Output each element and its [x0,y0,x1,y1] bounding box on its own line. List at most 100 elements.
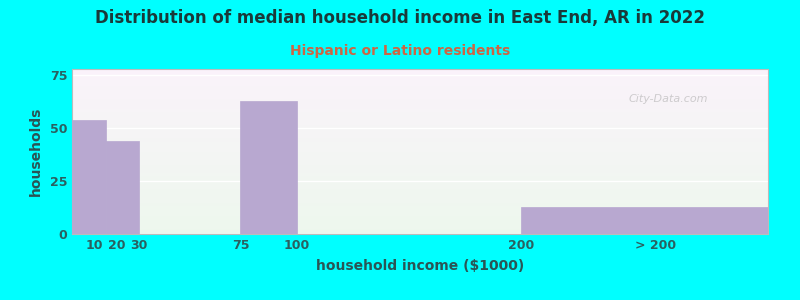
Bar [72,115,768,117]
Bar [72,132,768,133]
Bar [72,176,768,178]
Bar [72,140,768,142]
Text: City-Data.com: City-Data.com [629,94,708,104]
Bar [72,204,768,206]
Bar [72,171,768,173]
Bar [72,168,768,170]
Bar [72,135,768,136]
Bar [72,110,768,112]
Bar [72,211,768,212]
Bar [72,227,768,229]
Bar [72,221,768,223]
Bar [72,219,768,221]
Bar [72,212,768,214]
Bar [72,85,768,87]
Bar [72,127,768,128]
Bar [72,203,768,204]
Bar [72,181,768,183]
Bar [72,120,768,122]
Bar [72,84,768,85]
Bar [72,186,768,188]
Bar [72,69,768,70]
Bar [72,90,768,92]
Bar [72,87,768,89]
Bar [72,100,768,102]
Bar [72,183,768,184]
Bar [72,133,768,135]
Bar [72,170,768,171]
Bar [72,173,768,175]
Bar [72,161,768,163]
Bar [72,165,768,166]
X-axis label: household income ($1000): household income ($1000) [316,259,524,273]
Bar [72,77,768,79]
Bar [72,112,768,113]
Bar [72,105,768,107]
Bar [72,113,768,115]
Bar [72,218,768,219]
Bar [72,107,768,109]
Bar [72,74,768,76]
Bar [72,179,768,181]
Bar [72,128,768,130]
Bar [72,166,768,168]
Bar [72,122,768,124]
Bar [72,188,768,190]
Bar [72,145,768,147]
Bar [72,178,768,179]
Bar [72,191,768,193]
Bar [72,224,768,226]
Bar [72,120,106,234]
Bar [72,130,768,132]
Bar [72,198,768,199]
Bar [72,157,768,158]
Bar [72,72,768,74]
Bar [72,193,768,194]
Bar [72,226,768,227]
Text: Distribution of median household income in East End, AR in 2022: Distribution of median household income … [95,9,705,27]
Bar [72,80,768,82]
Bar [72,232,768,234]
Bar [72,163,768,165]
Bar [72,150,768,152]
Bar [72,229,768,231]
Bar [72,117,768,118]
Bar [72,104,768,105]
Bar [72,118,768,120]
Bar [72,194,768,196]
Bar [72,146,768,148]
Bar [72,102,768,104]
Bar [240,101,297,234]
Bar [72,190,768,191]
Bar [72,206,768,208]
Bar [521,206,768,234]
Bar [72,94,768,95]
Bar [72,125,768,127]
Bar [72,97,768,99]
Bar [72,82,768,84]
Bar [72,137,768,138]
Bar [72,124,768,125]
Y-axis label: households: households [29,107,42,196]
Bar [72,216,768,218]
Bar [72,155,768,156]
Bar [72,160,768,161]
Bar [72,92,768,94]
Bar [72,199,768,201]
Bar [72,109,768,110]
Bar [72,95,768,97]
Bar [72,70,768,72]
Bar [72,196,768,198]
Bar [72,148,768,150]
Bar [72,184,768,186]
Bar [72,143,768,145]
Bar [72,158,768,160]
Bar [72,231,768,232]
Bar [72,142,768,143]
Bar [72,153,768,155]
Bar [72,99,768,100]
Bar [72,208,768,209]
Text: Hispanic or Latino residents: Hispanic or Latino residents [290,44,510,58]
Bar [106,141,139,234]
Bar [72,201,768,203]
